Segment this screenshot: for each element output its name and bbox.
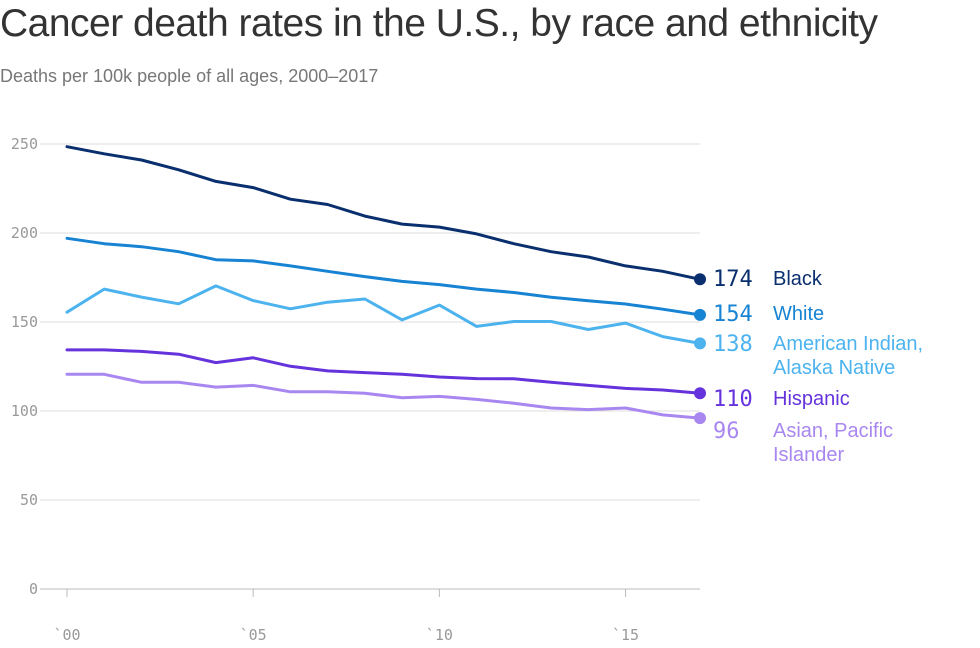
series-line-white — [65, 236, 702, 317]
x-axis-ticks: `00 `05 `10 `15 — [53, 589, 639, 644]
y-tick-label: 0 — [29, 580, 38, 598]
end-point-black — [694, 273, 706, 286]
series-end-labels: 174 Black 154 White 138 American Indian,Alask… — [713, 267, 923, 466]
x-tick-label: `10 — [426, 626, 453, 644]
end-value-american-indian-alaska-native: 138 — [713, 332, 753, 357]
chart-subtitle: Deaths per 100k people of all ages, 2000… — [0, 66, 379, 86]
x-tick-label: `05 — [240, 626, 267, 644]
series-name-white: White — [773, 303, 824, 325]
series-line-black — [65, 145, 702, 281]
end-value-hispanic: 110 — [713, 387, 753, 412]
x-tick-label: `15 — [612, 626, 639, 644]
series-name-american-indian-alaska-native: Alaska Native — [773, 357, 895, 379]
y-tick-label: 150 — [11, 313, 38, 331]
series-name-hispanic: Hispanic — [773, 388, 850, 410]
y-tick-label: 100 — [11, 402, 38, 420]
end-value-black: 174 — [713, 267, 753, 292]
y-tick-label: 200 — [11, 224, 38, 242]
end-value-asian-pacific-islander: 96 — [713, 419, 740, 444]
series-name-asian-pacific-islander: Asian, Pacific — [773, 420, 893, 442]
y-axis-ticks: 0 50 100 150 200 250 — [11, 135, 38, 598]
series-name-black: Black — [773, 268, 823, 290]
series-name-asian-pacific-islander: Islander — [773, 444, 844, 466]
series-line-asian-pacific-islander — [65, 372, 702, 420]
end-point-asian-pacific-islander — [694, 412, 706, 425]
end-point-hispanic — [694, 387, 706, 400]
chart-title: Cancer death rates in the U.S., by race … — [0, 2, 878, 45]
series-line-american-indian-alaska-native — [65, 284, 702, 345]
y-tick-label: 250 — [11, 135, 38, 153]
series-lines — [65, 145, 706, 425]
end-value-white: 154 — [713, 302, 753, 327]
x-tick-label: `00 — [53, 626, 80, 644]
gridlines — [40, 143, 700, 590]
end-point-american-indian-alaska-native — [694, 337, 706, 350]
end-point-white — [694, 308, 706, 321]
series-name-american-indian-alaska-native: American Indian, — [773, 333, 923, 355]
y-tick-label: 50 — [20, 491, 38, 509]
series-line-hispanic — [65, 348, 702, 395]
